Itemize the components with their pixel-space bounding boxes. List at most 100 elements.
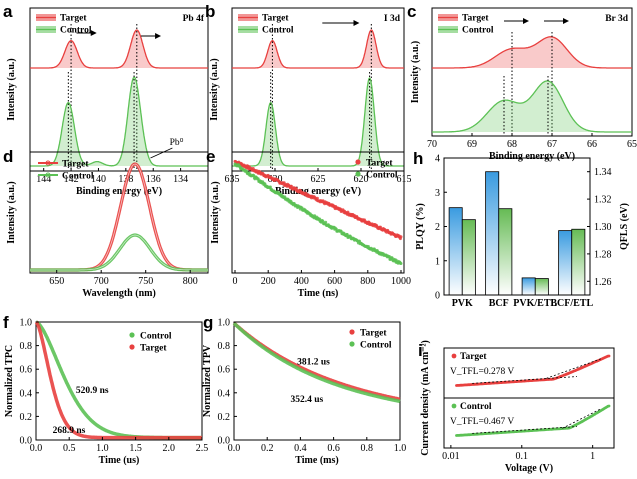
panel-f-ytick-label: 0.2 xyxy=(20,412,33,423)
panel-h-ytick-label: 1.28 xyxy=(594,249,612,260)
panel-e-control-point xyxy=(345,233,349,237)
panel-i-vtfl-annotation-1: V_TFL=0.467 V xyxy=(450,417,514,427)
panel-h-category-label-2: PVK/ETL xyxy=(513,298,557,309)
panel-f-xtick-label: 0.0 xyxy=(30,443,43,454)
panel-b-xtick-label: 620 xyxy=(354,174,369,185)
panel-e-xtick-label: 400 xyxy=(294,276,309,287)
panel-c-xlabel: Binding energy (eV) xyxy=(489,151,575,162)
panel-h-bar-qfls xyxy=(498,208,513,296)
panel-c-frame xyxy=(431,7,633,137)
panel-c-legend-label-0: Target xyxy=(462,14,489,24)
panel-c-xtick-label: 67 xyxy=(547,139,557,150)
panel-a-xlabel: Binding energy (eV) xyxy=(76,186,162,197)
panel-h-category-label-1: BCF xyxy=(489,298,509,309)
panel-f-target-line xyxy=(34,320,202,440)
panel-b-target-fill xyxy=(232,30,404,68)
panel-a-xtick-label: 140 xyxy=(91,174,106,185)
panel-i-fit-ohmic xyxy=(472,376,577,384)
panel-c-xtick-label: 69 xyxy=(467,139,477,150)
panel-g-ylabel: Normalized TPV xyxy=(202,344,213,417)
panel-b-title: I 3d xyxy=(384,14,401,24)
panel-h-bar-plqy xyxy=(558,230,573,296)
panel-a-xtick-label: 144 xyxy=(36,174,51,185)
panel-e-control-point xyxy=(268,185,272,189)
panel-f-legend-marker xyxy=(129,332,135,338)
panel-e-xtick-label: 1000 xyxy=(391,276,411,287)
panel-h-ytick-label: 1.26 xyxy=(594,277,612,288)
panel-d-xtick-label: 750 xyxy=(138,276,153,287)
panel-i-legend-label-0: Target xyxy=(460,352,487,362)
panel-d-xtick-label: 700 xyxy=(94,276,109,287)
panel-e-xtick-label: 0 xyxy=(233,276,238,287)
panel-h-ytick-label: 3 xyxy=(435,188,440,199)
panel-b-panel-label: b xyxy=(205,2,215,21)
panel-h-ytick-label: 1 xyxy=(435,256,440,267)
panel-g-xtick-label: 0.0 xyxy=(228,443,241,454)
panel-g-panel-label: g xyxy=(203,313,213,332)
panel-b-target-line xyxy=(232,29,404,69)
panel-d-legend-marker xyxy=(45,160,51,166)
panel-f-legend-marker xyxy=(129,344,135,350)
panel-e-legend-label-1: Control xyxy=(366,171,398,181)
panel-f-ytick-label: 0.4 xyxy=(20,388,33,399)
panel-i-xtick-label: 0.01 xyxy=(442,451,460,462)
panel-g-ytick-label: 0.6 xyxy=(218,365,231,376)
panel-a-frame xyxy=(29,7,209,172)
panel-h-category-label-0: PVK xyxy=(452,298,473,309)
panel-e-target-point xyxy=(399,235,403,239)
panel-i-legend-marker xyxy=(451,353,457,359)
panel-f-legend-label-0: Control xyxy=(140,332,172,342)
panel-g-xtick-label: 0.8 xyxy=(361,443,374,454)
panel-e-xtick-label: 200 xyxy=(261,276,276,287)
panel-g-ytick-label: 0.4 xyxy=(218,388,231,399)
panel-h-category-label-3: BCF/ETL xyxy=(550,298,593,309)
panel-c-target-line xyxy=(432,36,632,69)
panel-e-control-point xyxy=(318,217,322,221)
panel-i-panel-label: i xyxy=(418,341,423,360)
panel-g-xtick-label: 0.4 xyxy=(294,443,307,454)
panel-h-panel-label: h xyxy=(413,149,423,168)
panel-a-title: Pb 4f xyxy=(183,14,205,24)
panel-g-xtick-label: 0.2 xyxy=(261,443,274,454)
panel-a-annotation-pointer xyxy=(150,147,173,159)
panel-g-legend-marker xyxy=(349,329,355,335)
panel-g-ytick-label: 0.0 xyxy=(218,436,231,447)
panel-f-xtick-label: 0.5 xyxy=(63,443,76,454)
panel-e-legend-marker xyxy=(355,171,361,177)
panel-h-bar-qfls xyxy=(534,278,549,296)
panel-e-xtick-label: 800 xyxy=(360,276,375,287)
panel-g-legend-label-1: Control xyxy=(360,341,392,351)
panel-d-xtick-label: 650 xyxy=(49,276,64,287)
panel-c-target-fill xyxy=(432,36,632,68)
panel-e-frame xyxy=(231,151,405,274)
panel-h-ytick-label: 2 xyxy=(435,222,440,233)
panel-i-xtick-label: 1 xyxy=(590,451,595,462)
panel-g-legend-marker xyxy=(349,341,355,347)
panel-a-xtick-label: 142 xyxy=(64,174,79,185)
panel-d-panel-label: d xyxy=(3,147,13,166)
panel-a-legend-label-0: Target xyxy=(60,14,87,24)
panel-i-vtfl-annotation-0: V_TFL=0.278 V xyxy=(450,367,514,377)
panel-f-control-line xyxy=(35,320,202,440)
panel-e-xtick-label: 600 xyxy=(327,276,342,287)
panel-c-title: Br 3d xyxy=(605,14,629,24)
panel-d-control-line xyxy=(30,233,208,272)
panel-i-fit-ohmic xyxy=(472,426,577,434)
panel-d-legend-marker xyxy=(45,172,51,178)
panel-g-annotation-target: 381.2 us xyxy=(297,357,330,367)
panel-i-xtick-label: 0.1 xyxy=(516,451,529,462)
panel-g-ytick-label: 0.8 xyxy=(218,341,231,352)
panel-f-annotation-target: 268.9 ns xyxy=(53,426,86,436)
panel-g-xtick-label: 1.0 xyxy=(394,443,407,454)
panel-c-xtick-label: 70 xyxy=(427,139,437,150)
panel-f-panel-label: f xyxy=(3,313,9,332)
panel-h-ytick-label: 1.34 xyxy=(594,167,612,178)
panel-c-xtick-label: 65 xyxy=(627,139,637,150)
panel-f-annotation-control: 520.9 ns xyxy=(76,386,109,396)
panel-h-bar-qfls xyxy=(571,228,586,296)
panel-i-legend-marker xyxy=(451,403,457,409)
panel-g-legend-label-0: Target xyxy=(360,329,387,339)
panel-f-ylabel: Normalized TPC xyxy=(4,345,15,417)
panel-a-annotation: Pb⁰ xyxy=(170,137,184,148)
